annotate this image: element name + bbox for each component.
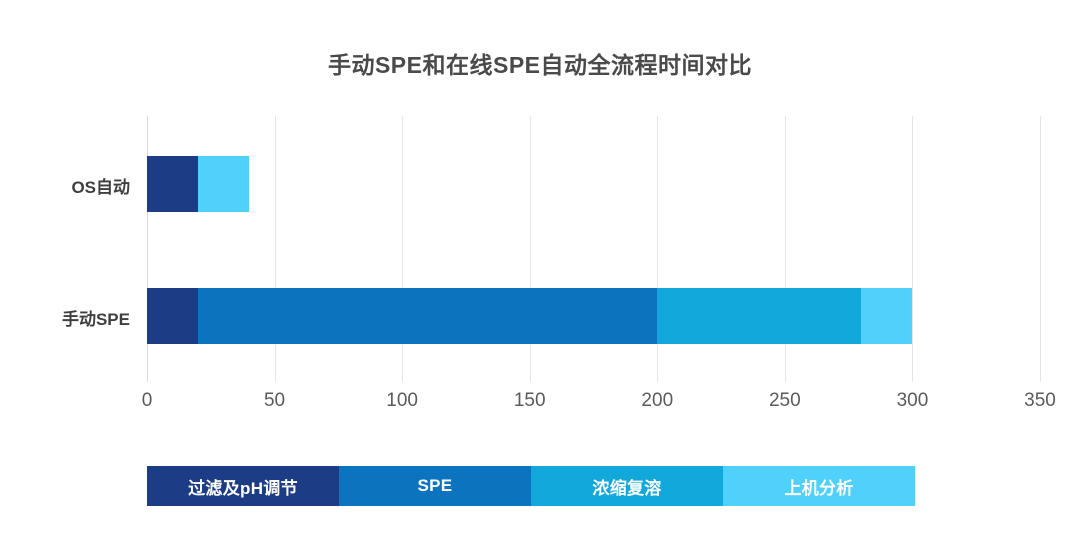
legend-item-2[interactable]: 浓缩复溶 (531, 466, 723, 506)
y-axis-category-label-1: 手动SPE (61, 310, 130, 329)
bar-row[interactable] (147, 156, 250, 212)
bar-row[interactable] (147, 288, 913, 344)
bar-segment[interactable] (198, 288, 658, 344)
chart-title: 手动SPE和在线SPE自动全流程时间对比 (327, 52, 753, 78)
x-tick-label-300: 300 (896, 390, 929, 411)
bar-segment[interactable] (147, 288, 199, 344)
gridline-50 (274, 116, 276, 382)
bar-segment[interactable] (657, 288, 862, 344)
x-axis-gridlines (147, 116, 1041, 382)
x-tick-label-350: 350 (1024, 390, 1056, 411)
x-tick-label-200: 200 (641, 390, 674, 411)
gridline-200 (657, 116, 659, 382)
y-axis-category-label-0: OS自动 (71, 178, 130, 197)
gridline-150 (529, 116, 531, 382)
bar-segment[interactable] (861, 288, 913, 344)
x-tick-label-0: 0 (141, 390, 153, 411)
gridline-250 (784, 116, 786, 382)
x-tick-label-150: 150 (513, 390, 546, 411)
plot-area (147, 116, 1041, 382)
legend-item-3[interactable]: 上机分析 (723, 466, 915, 506)
bars-layer (147, 116, 1040, 382)
bar-segment[interactable] (198, 156, 250, 212)
x-axis-tick-labels: 0 50 100 150 200 250 300 350 (142, 382, 1056, 412)
x-tick-label-250: 250 (768, 390, 801, 411)
legend-item-1[interactable]: SPE (339, 466, 531, 506)
gridline-100 (402, 116, 404, 382)
gridline-350 (1040, 116, 1041, 382)
x-tick-label-100: 100 (386, 390, 418, 411)
gridline-300 (912, 116, 914, 382)
legend-item-0[interactable]: 过滤及pH调节 (147, 466, 339, 506)
chart-legend: 过滤及pH调节 SPE 浓缩复溶 上机分析 (147, 466, 915, 506)
gridline-0 (147, 116, 148, 382)
bar-segment[interactable] (147, 156, 199, 212)
x-tick-label-50: 50 (263, 390, 286, 411)
